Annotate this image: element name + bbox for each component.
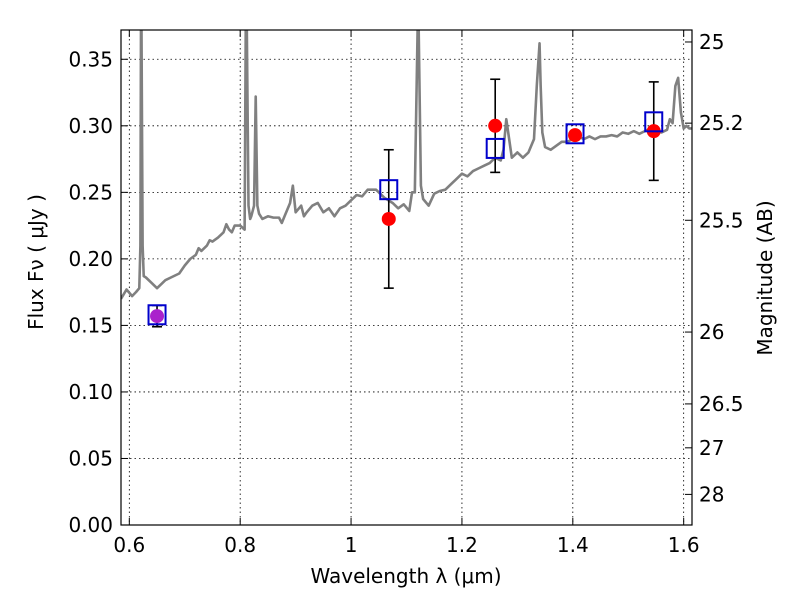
y-tick-label: 0.00	[68, 513, 113, 537]
x-tick-label: 0.8	[224, 533, 256, 557]
plot-frame	[120, 29, 693, 526]
observed-point	[568, 128, 583, 143]
right-tick-label: 28	[699, 482, 724, 506]
right-tick-label: 25.5	[699, 208, 744, 232]
right-tick-label: 25.2	[699, 111, 744, 135]
x-tick-label: 1.4	[557, 533, 589, 557]
observed-point	[381, 211, 396, 226]
x-axis-label: Wavelength λ (μm)	[310, 564, 501, 588]
model-spectrum-series	[121, 30, 692, 300]
x-tick-label: 1.2	[446, 533, 478, 557]
model-photometry-point	[565, 123, 585, 145]
right-axis-label: Magnitude (AB)	[753, 200, 777, 355]
model-photometry-squares	[147, 111, 664, 326]
model-photometry-point	[379, 179, 399, 201]
y-tick-label: 0.25	[68, 180, 113, 204]
right-tick-label: 26.5	[699, 392, 744, 416]
y-tick-label: 0.35	[68, 47, 113, 71]
model-spectrum-line	[121, 30, 692, 300]
observed-point	[150, 309, 165, 324]
y-axis-label: Flux Fν ( μJy )	[24, 194, 48, 330]
x-tick-label: 0.6	[113, 533, 145, 557]
model-photometry-point	[644, 111, 664, 133]
ticks: 0.6 0.8 1 1.2 1.4 1.6 0.00 0.05 0.10 0.15 0.20 0.25…	[68, 30, 743, 557]
right-tick-label: 25	[699, 30, 724, 54]
grid	[121, 30, 692, 526]
right-tick-label: 26	[699, 320, 724, 344]
y-tick-label: 0.20	[68, 247, 113, 271]
observed-points	[150, 118, 661, 324]
y-tick-label: 0.10	[68, 380, 113, 404]
model-photometry-point	[485, 137, 505, 159]
errorbars	[152, 78, 659, 328]
y-tick-label: 0.05	[68, 446, 113, 470]
model-photometry-point	[147, 304, 167, 326]
x-tick-label: 1	[345, 533, 358, 557]
x-tick-label: 1.6	[668, 533, 700, 557]
right-tick-label: 27	[699, 436, 724, 460]
y-tick-label: 0.30	[68, 114, 113, 138]
observed-point	[488, 118, 503, 133]
y-tick-label: 0.15	[68, 313, 113, 337]
